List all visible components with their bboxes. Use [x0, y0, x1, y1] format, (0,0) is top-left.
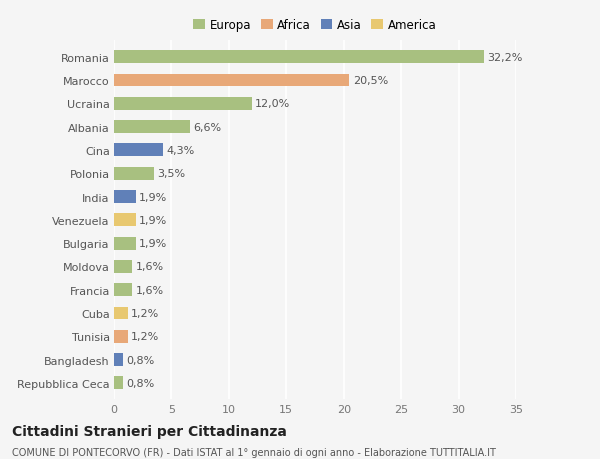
Bar [114, 190, 136, 203]
Bar [114, 74, 349, 87]
Bar [114, 51, 484, 64]
Text: COMUNE DI PONTECORVO (FR) - Dati ISTAT al 1° gennaio di ogni anno - Elaborazione: COMUNE DI PONTECORVO (FR) - Dati ISTAT a… [12, 448, 496, 458]
Text: 1,9%: 1,9% [139, 215, 167, 225]
Text: 32,2%: 32,2% [487, 53, 523, 62]
Text: 6,6%: 6,6% [193, 123, 221, 132]
Legend: Europa, Africa, Asia, America: Europa, Africa, Asia, America [191, 17, 439, 34]
Bar [114, 353, 123, 366]
Bar [114, 260, 133, 273]
Text: 1,9%: 1,9% [139, 239, 167, 249]
Text: 1,9%: 1,9% [139, 192, 167, 202]
Text: Cittadini Stranieri per Cittadinanza: Cittadini Stranieri per Cittadinanza [12, 425, 287, 438]
Text: 12,0%: 12,0% [255, 99, 290, 109]
Text: 1,6%: 1,6% [136, 285, 164, 295]
Text: 3,5%: 3,5% [158, 169, 186, 179]
Text: 0,8%: 0,8% [127, 355, 155, 365]
Bar [114, 237, 136, 250]
Bar [114, 214, 136, 227]
Bar [114, 98, 252, 111]
Text: 20,5%: 20,5% [353, 76, 388, 86]
Bar [114, 307, 128, 320]
Bar [114, 144, 163, 157]
Text: 4,3%: 4,3% [167, 146, 195, 156]
Text: 1,2%: 1,2% [131, 308, 160, 318]
Bar [114, 377, 123, 389]
Bar [114, 284, 133, 297]
Text: 0,8%: 0,8% [127, 378, 155, 388]
Text: 1,2%: 1,2% [131, 331, 160, 341]
Text: 1,6%: 1,6% [136, 262, 164, 272]
Bar [114, 330, 128, 343]
Bar [114, 121, 190, 134]
Bar [114, 168, 154, 180]
